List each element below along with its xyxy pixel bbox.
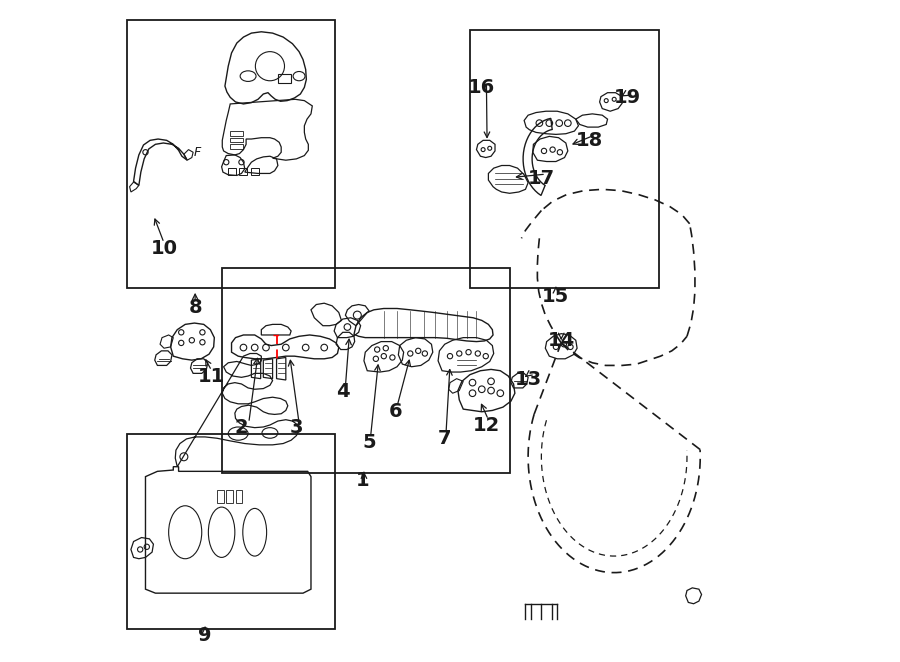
Bar [221, 268, 509, 473]
Text: 9: 9 [198, 626, 212, 645]
Text: 6: 6 [389, 402, 402, 421]
Text: 11: 11 [198, 367, 225, 385]
Text: 1: 1 [356, 471, 369, 490]
Text: 19: 19 [614, 89, 641, 107]
Text: 17: 17 [527, 169, 555, 188]
Text: 8: 8 [188, 299, 202, 317]
Bar [470, 30, 659, 288]
Text: 5: 5 [363, 433, 376, 451]
Text: 3: 3 [290, 418, 303, 437]
Text: 10: 10 [150, 239, 177, 258]
Text: 12: 12 [472, 416, 500, 434]
Text: 4: 4 [336, 383, 349, 401]
Text: 13: 13 [515, 371, 542, 389]
Bar [127, 434, 336, 629]
Text: 16: 16 [468, 78, 495, 97]
Text: 18: 18 [575, 131, 603, 150]
Text: 15: 15 [543, 287, 570, 306]
Text: 2: 2 [235, 418, 248, 437]
Bar [127, 20, 336, 288]
Text: F: F [194, 146, 201, 159]
Text: 7: 7 [438, 429, 452, 448]
Text: 14: 14 [547, 331, 575, 350]
